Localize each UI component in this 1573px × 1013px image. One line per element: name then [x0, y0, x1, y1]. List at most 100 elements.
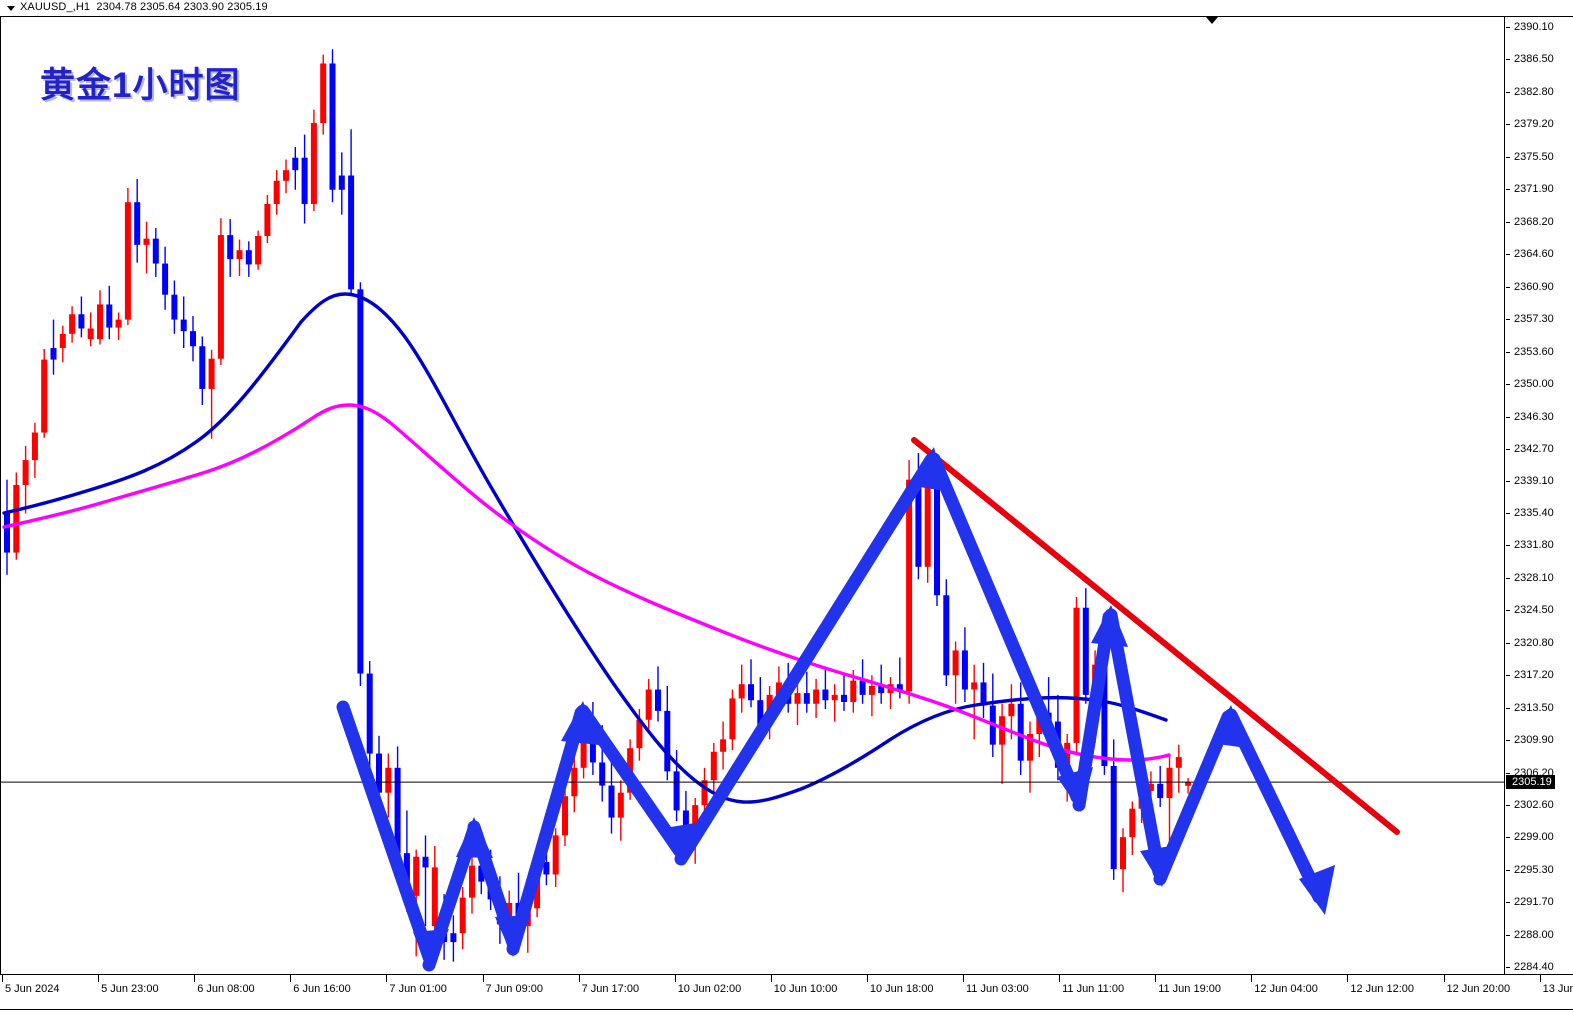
arrow-segment-down-1[interactable] — [336, 700, 436, 964]
candle-body — [1017, 703, 1024, 761]
candle-body — [208, 358, 215, 389]
price-tick-dash — [1506, 545, 1510, 547]
candle-body — [729, 698, 736, 740]
candle-body — [180, 319, 187, 332]
arrow-segment-up-5[interactable] — [1153, 710, 1235, 886]
candle-body — [13, 484, 20, 553]
candle-body — [348, 175, 355, 290]
arrow-segment-up-4[interactable] — [1072, 610, 1116, 812]
price-tick-label: 2339.10 — [1514, 474, 1554, 487]
price-tick-dash — [1506, 416, 1510, 418]
time-tick-dash — [1251, 975, 1253, 982]
candle-body — [794, 693, 801, 704]
current-price-badge: 2305.19 — [1506, 775, 1555, 790]
price-tick-label: 2295.30 — [1514, 864, 1554, 877]
arrow-segment-down-5[interactable] — [1104, 608, 1166, 879]
candle-body — [645, 689, 652, 720]
price-tick-label: 2346.30 — [1514, 410, 1554, 423]
candle-body — [115, 319, 122, 328]
time-tick-label: 7 Jun 01:00 — [389, 983, 447, 995]
time-tick-dash — [1539, 975, 1541, 982]
price-tick-label: 2320.80 — [1514, 637, 1554, 650]
time-tick-dash — [386, 975, 388, 982]
candle-body — [273, 180, 280, 204]
price-axis[interactable]: 2390.10 2386.50 2382.80 2379.20 2375.50 2371.… — [1504, 17, 1573, 974]
price-tick-label: 2324.50 — [1514, 604, 1554, 617]
candle-body — [1082, 607, 1089, 695]
projection-arrow-annotations[interactable] — [336, 447, 1335, 972]
price-tick-dash — [1506, 934, 1510, 936]
resistance-trendline[interactable] — [911, 437, 1400, 835]
time-tick-label: 5 Jun 2024 — [5, 983, 60, 995]
candle-body — [999, 716, 1006, 745]
arrow-segment-down-3[interactable] — [576, 704, 686, 857]
candle-body — [710, 751, 717, 781]
price-tick-dash — [1506, 870, 1510, 872]
candle-body — [608, 785, 615, 818]
price-tick-label: 2379.20 — [1514, 117, 1554, 130]
candle-body — [934, 486, 940, 596]
price-tick-dash — [1506, 91, 1510, 93]
candle-body — [757, 700, 764, 726]
time-tick-label: 10 Jun 10:00 — [773, 983, 838, 995]
price-tick-dash — [1506, 59, 1510, 60]
candle-body — [1064, 742, 1071, 768]
candle-body — [636, 719, 643, 749]
candle-body — [320, 63, 327, 124]
time-tick-dash — [963, 975, 964, 982]
current-bar-marker-icon — [1206, 17, 1218, 24]
candle-body — [394, 767, 401, 854]
candle-body — [952, 650, 959, 676]
candle-body — [50, 348, 57, 360]
candle-body — [143, 238, 150, 245]
candle-body — [292, 157, 299, 171]
price-tick-label: 2357.30 — [1514, 312, 1554, 325]
chart-plot-area[interactable] — [0, 17, 1504, 974]
candle-body — [1027, 734, 1033, 761]
candle-body — [310, 123, 317, 204]
candle-body — [87, 328, 94, 340]
time-tick-label: 6 Jun 08:00 — [197, 983, 255, 995]
arrow-segment-down-4[interactable] — [927, 452, 1084, 804]
price-tick-dash — [1506, 773, 1510, 775]
price-tick-dash — [1506, 123, 1510, 125]
price-tick-label: 2291.70 — [1514, 896, 1554, 909]
time-tick-dash — [674, 975, 676, 982]
time-tick-dash — [482, 975, 484, 982]
candle-body — [692, 805, 699, 838]
time-tick-label: 5 Jun 23:00 — [101, 983, 159, 995]
candle-body — [376, 753, 382, 793]
candle-body — [245, 250, 252, 265]
chevron-down-icon[interactable] — [7, 6, 15, 11]
price-tick-label: 2371.90 — [1514, 182, 1554, 195]
price-tick-label: 2364.60 — [1514, 247, 1554, 260]
candle-body — [906, 479, 913, 692]
price-tick-dash — [1506, 643, 1510, 645]
time-tick-dash — [770, 975, 772, 982]
price-tick-dash — [1506, 837, 1510, 839]
candle-body — [236, 250, 243, 260]
time-axis[interactable]: 5 Jun 2024 5 Jun 23:00 6 Jun 08:00 6 Jun 16… — [0, 974, 1573, 1013]
price-tick-label: 2284.40 — [1514, 961, 1554, 973]
candle-body — [971, 682, 978, 690]
chart-canvas — [1, 49, 1504, 972]
candle-body — [41, 359, 48, 433]
candle-body — [878, 685, 885, 694]
candle-body — [1147, 783, 1154, 791]
arrow-segment-up-2[interactable] — [506, 706, 588, 956]
arrow-segment-down-6[interactable] — [1224, 708, 1326, 904]
time-tick-label: 12 Jun 20:00 — [1446, 983, 1511, 995]
candle-body — [450, 933, 457, 943]
price-tick-dash — [1506, 221, 1510, 223]
time-tick-label: 7 Jun 17:00 — [581, 983, 640, 995]
candle-body — [1175, 757, 1182, 768]
price-tick-label: 2382.80 — [1514, 85, 1554, 98]
candle-body — [673, 771, 680, 811]
candle-body — [478, 865, 485, 882]
arrow-segment-up-3[interactable] — [674, 453, 938, 866]
candle-body — [589, 732, 596, 763]
price-tick-label: 2302.60 — [1514, 799, 1554, 812]
candle-body — [859, 680, 866, 695]
time-tick-dash — [194, 975, 196, 982]
